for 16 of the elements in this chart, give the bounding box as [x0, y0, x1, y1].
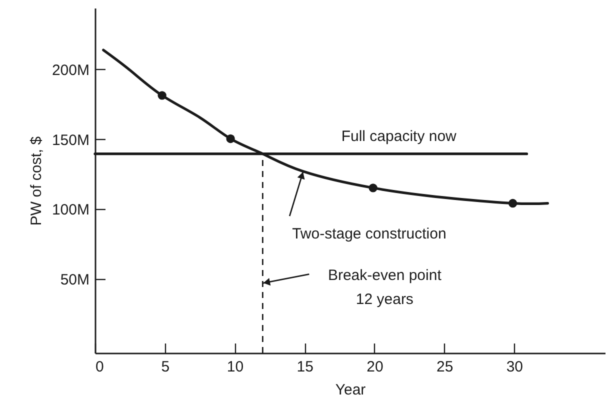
annotation: Break-even point 12 years — [328, 267, 442, 308]
y-tick-label: 50M — [60, 271, 90, 288]
series-label: Full capacity now — [341, 128, 457, 145]
y-tick-label: 100M — [52, 202, 90, 219]
annotation: Two-stage construction — [292, 225, 446, 242]
x-tick-label: 20 — [366, 358, 384, 376]
x-tick-label: 0 — [96, 358, 104, 376]
y-axis-title: PW of cost, $ — [28, 136, 45, 226]
x-tick-label: 5 — [161, 358, 170, 376]
y-tick-label: 200M — [52, 62, 90, 79]
x-tick-label: 30 — [506, 358, 524, 376]
y-tick-label: 150M — [52, 132, 90, 149]
x-tick-label: 15 — [296, 358, 314, 376]
x-tick-label: 25 — [436, 358, 454, 376]
x-tick-label: 10 — [226, 358, 244, 376]
x-axis-title: Year — [335, 382, 366, 398]
